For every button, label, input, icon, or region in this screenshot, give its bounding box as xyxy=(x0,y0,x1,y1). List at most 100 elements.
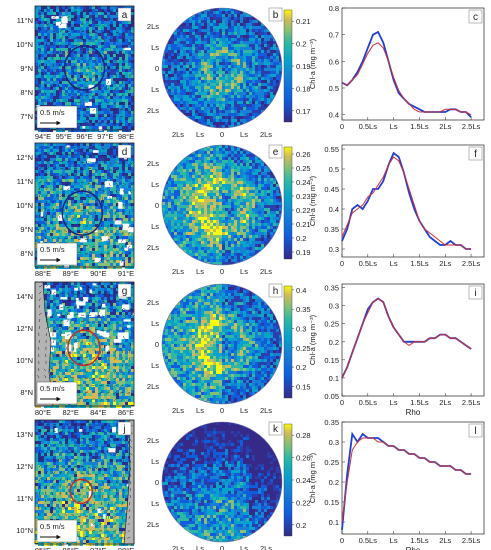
y-tick-label: 0.25 xyxy=(324,320,339,329)
series-line-red xyxy=(341,437,472,523)
colorbar-tick-label: 0.21 xyxy=(296,17,311,26)
y-tick-label: 0.3 xyxy=(329,245,339,254)
x-tick-label: 0 xyxy=(340,259,344,268)
x-tick-label: 96°E xyxy=(76,132,92,141)
x-tick-label: 2Ls xyxy=(172,130,184,139)
colorbar-tick-label: 0.2 xyxy=(296,40,306,49)
composite-pixels xyxy=(162,8,282,128)
disk-edge xyxy=(161,144,283,266)
y-tick-label: 0.3 xyxy=(329,438,339,447)
x-tick-label: 2.5Ls xyxy=(462,536,481,545)
y-tick-label: 0.05 xyxy=(324,392,339,401)
x-tick-label: 89°E xyxy=(62,269,78,278)
panel-label: j xyxy=(122,424,125,435)
composite-panel-k: 2Ls Ls 0 Ls 2Ls 2Ls Ls 0 Ls 2Ls k 0.28 0.26 0.24 0.22 0… xyxy=(147,421,311,550)
composite-panel-e: 2Ls Ls 0 Ls 2Ls 2Ls Ls 0 Ls 2Ls e 0.26 0.25 0.24 0.23 0… xyxy=(147,144,311,276)
panel-label-box xyxy=(268,144,283,159)
eddy-boundary xyxy=(67,329,101,367)
panel-label-box xyxy=(117,144,132,159)
colorbar-tick-label: 0.23 xyxy=(296,192,311,201)
x-tick-label: 88°E xyxy=(35,269,51,278)
y-tick-label: 12°N xyxy=(16,324,33,333)
x-tick-label: Ls xyxy=(196,130,204,139)
colorbar xyxy=(283,146,293,260)
colorbar-tick-label: 0.26 xyxy=(296,150,311,159)
x-tick-label: 2Ls xyxy=(439,536,451,545)
y-tick-label: 11°N xyxy=(17,494,33,503)
panel-label: i xyxy=(474,288,476,299)
panel-label: g xyxy=(122,286,128,297)
colorbar-tick-label: 0.25 xyxy=(296,164,311,173)
x-tick-label: 80°E xyxy=(35,408,51,417)
y-tick-label: 0.35 xyxy=(324,284,339,293)
colorbar-tick-label: 0.19 xyxy=(296,248,311,257)
panel-label: k xyxy=(273,424,279,435)
y-tick-label: 0.25 xyxy=(324,458,339,467)
y-axis-label: Chl-a (mg m⁻³) xyxy=(308,314,317,365)
x-tick-label: Ls xyxy=(196,406,204,415)
x-tick-label: 0 xyxy=(220,267,224,276)
colorbar-tick-label: 0.35 xyxy=(296,305,311,314)
y-tick-label: 0.5 xyxy=(329,84,339,93)
x-tick-label: 1.5Ls xyxy=(410,536,429,545)
x-tick-label: 2Ls xyxy=(260,544,272,550)
x-tick-label: 0.5Ls xyxy=(359,398,378,407)
y-tick-label: 0.35 xyxy=(324,225,339,234)
scale-label: 0.5 m/s xyxy=(40,245,65,254)
y-tick-label: 0.3 xyxy=(329,302,339,311)
y-tick-label: 2Ls xyxy=(147,520,159,529)
scale-label: 0.5 m/s xyxy=(40,108,65,117)
eddy-boundary xyxy=(69,478,93,505)
y-tick-label: 2Ls xyxy=(147,243,159,252)
y-tick-label: 10°N xyxy=(16,40,33,49)
x-tick-label: 94°E xyxy=(35,132,51,141)
y-tick-label: 0.4 xyxy=(329,111,339,120)
y-tick-label: 0.4 xyxy=(329,205,339,214)
profile-panel-f: 0 0.5Ls Ls 1.5Ls 2Ls 2.5Ls 0.55 0.5 0.45 0.4 0.35 0… xyxy=(308,144,485,268)
x-tick-label: 98°E xyxy=(118,132,134,141)
map-panel-j: 0.5 m/s j 13°N 12°N 11°N 10°N 95°E 96°E 97°E 98°E xyxy=(16,419,138,550)
series-line-red xyxy=(341,42,472,116)
x-tick-label: Ls xyxy=(390,398,398,407)
disk-edge xyxy=(161,421,283,543)
x-tick-label: 82°E xyxy=(62,408,78,417)
profile-panel-l: 0 0.5Ls Ls 1.5Ls 2Ls 2.5Ls 0.35 0.3 0.25 0.2 0.15 0… xyxy=(308,418,485,550)
colorbar-tick-label: 0.2 xyxy=(296,521,306,530)
x-tick-label: 1.5Ls xyxy=(410,122,429,131)
y-tick-label: 12°N xyxy=(16,153,33,162)
y-tick-label: 7°N xyxy=(20,112,33,121)
panel-label: h xyxy=(273,286,279,297)
y-tick-label: 11°N xyxy=(17,16,33,25)
panel-label-box xyxy=(117,283,132,298)
x-axis-label: Rho xyxy=(406,546,421,550)
colorbar-tick-label: 0.17 xyxy=(296,107,311,116)
y-tick-label: 0.8 xyxy=(329,4,339,13)
scale-box xyxy=(36,105,78,129)
y-tick-label: 0.5 xyxy=(329,165,339,174)
map-frame xyxy=(34,142,135,268)
y-tick-label: 9°N xyxy=(20,225,33,234)
y-tick-label: 0.35 xyxy=(324,418,339,427)
x-tick-label: 0 xyxy=(340,398,344,407)
y-tick-label: Ls xyxy=(151,499,159,508)
panel-label: l xyxy=(474,426,476,437)
x-tick-label: 0.5Ls xyxy=(359,536,378,545)
y-tick-label: 9°N xyxy=(20,64,33,73)
x-tick-label: 2Ls xyxy=(260,130,272,139)
x-tick-label: 2Ls xyxy=(172,267,184,276)
panel-label: c xyxy=(473,12,478,23)
panel-label-box xyxy=(468,285,483,300)
x-tick-label: 86°E xyxy=(118,408,134,417)
x-tick-label: 0 xyxy=(340,536,344,545)
y-tick-label: 2Ls xyxy=(147,159,159,168)
panel-label-box xyxy=(468,423,483,438)
colorbar xyxy=(283,423,293,537)
y-tick-label: 10°N xyxy=(16,201,33,210)
x-tick-label: 0 xyxy=(220,544,224,550)
y-tick-label: Ls xyxy=(151,457,159,466)
y-tick-label: 2Ls xyxy=(147,436,159,445)
panel-label: d xyxy=(122,147,128,158)
y-tick-label: 2Ls xyxy=(147,382,159,391)
x-tick-label: 2Ls xyxy=(439,398,451,407)
x-axis-label: Rho xyxy=(406,408,421,417)
